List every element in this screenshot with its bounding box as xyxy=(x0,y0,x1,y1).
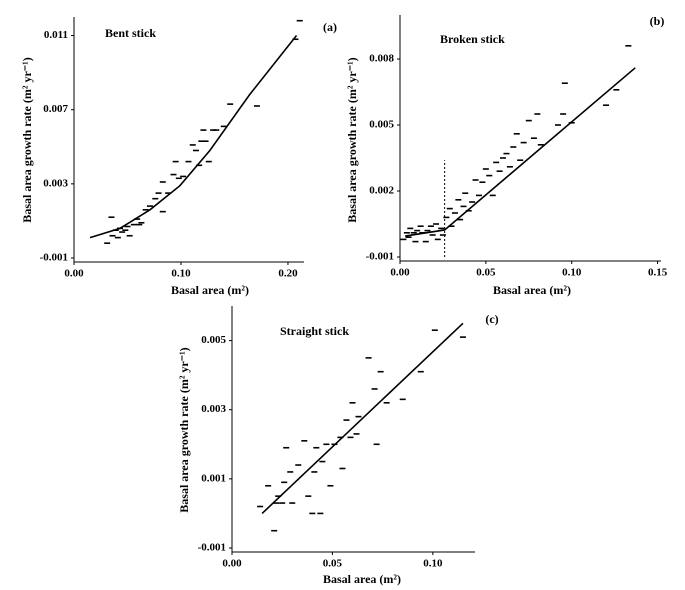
x-tick-label: 0.00 xyxy=(64,268,84,280)
y-tick-label: 0.005 xyxy=(201,334,226,346)
y-tick-label: -0.001 xyxy=(40,252,68,264)
x-tick-label: 0.00 xyxy=(222,558,242,570)
y-tick-label: 0.008 xyxy=(369,53,394,65)
x-tick-label: 0.00 xyxy=(390,267,410,279)
x-tick-label: 0.10 xyxy=(562,267,582,279)
panel-title: Straight stick xyxy=(280,324,349,338)
y-tick-label: 0.007 xyxy=(43,103,68,115)
x-tick-label: 0.10 xyxy=(171,268,191,280)
panel-label: (a) xyxy=(323,20,337,34)
y-tick-label: 0.003 xyxy=(43,177,68,189)
x-tick-label: 0.15 xyxy=(648,267,668,279)
panel-label: (b) xyxy=(650,14,665,28)
y-tick-label: 0.011 xyxy=(44,29,68,41)
x-axis-label: Basal area (m²) xyxy=(493,283,571,297)
y-axis-label: Basal area growth rate (m² yr⁻¹) xyxy=(20,57,34,222)
y-axis-label: Basal area growth rate (m² yr⁻¹) xyxy=(345,57,359,222)
y-tick-label: -0.001 xyxy=(366,251,394,263)
y-tick-label: 0.003 xyxy=(201,403,226,415)
x-tick-label: 0.05 xyxy=(476,267,496,279)
fit-line xyxy=(405,67,636,237)
panel-title: Bent stick xyxy=(105,26,156,40)
panel-title: Broken stick xyxy=(440,32,505,46)
y-tick-label: 0.005 xyxy=(369,119,394,131)
y-tick-label: 0.002 xyxy=(369,185,394,197)
y-tick-label: 0.001 xyxy=(201,472,226,484)
x-axis-label: Basal area (m²) xyxy=(323,572,401,586)
x-axis-label: Basal area (m²) xyxy=(171,283,249,297)
x-tick-label: 0.10 xyxy=(423,558,443,570)
panel-label: (c) xyxy=(485,312,498,326)
x-tick-label: 0.20 xyxy=(278,268,298,280)
fit-line xyxy=(261,322,464,515)
y-axis-label: Basal area growth rate (m² yr⁻¹) xyxy=(177,347,191,512)
fit-line xyxy=(89,35,298,239)
x-tick-label: 0.05 xyxy=(323,558,343,570)
y-tick-label: -0.001 xyxy=(198,542,226,554)
